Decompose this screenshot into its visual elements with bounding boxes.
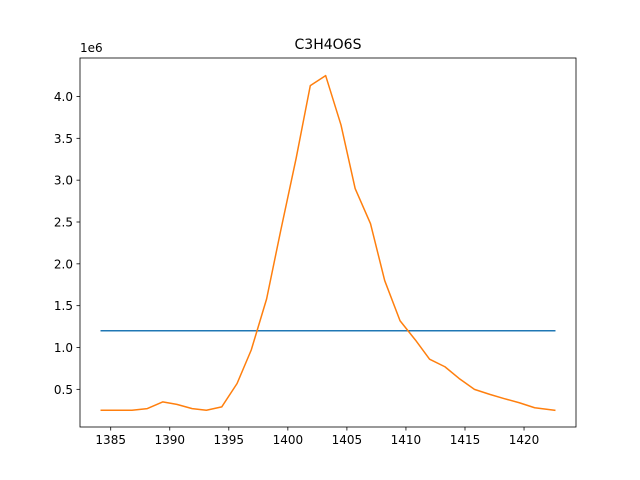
x-tick-label: 1385	[95, 433, 126, 447]
y-tick-label: 0.5	[54, 383, 73, 397]
x-tick-label: 1400	[273, 433, 304, 447]
y-tick-label: 1.5	[54, 299, 73, 313]
y-tick-label: 3.5	[54, 132, 73, 146]
x-tick-label: 1415	[450, 433, 481, 447]
chart-title: C3H4O6S	[295, 37, 362, 53]
x-tick-label: 1390	[154, 433, 185, 447]
axes-layer: 1385 1390 1395 1400 1405 1410 1415 1420 0.5 1.0 1.…	[54, 57, 577, 447]
axes-frame	[79, 57, 577, 428]
series-layer	[100, 74, 556, 412]
y-tick-label: 2.0	[54, 257, 73, 271]
y-tick-label: 3.0	[54, 174, 73, 188]
y-tick-label: 4.0	[54, 90, 73, 104]
x-tick-label: 1395	[214, 433, 245, 447]
x-tick-label: 1405	[332, 433, 363, 447]
y-axis-multiplier: 1e6	[80, 41, 103, 55]
y-tick-label: 1.0	[54, 341, 73, 355]
x-tick-label: 1410	[391, 433, 422, 447]
series-line-2	[100, 74, 556, 412]
x-tick-label: 1420	[509, 433, 540, 447]
y-tick-label: 2.5	[54, 216, 73, 230]
